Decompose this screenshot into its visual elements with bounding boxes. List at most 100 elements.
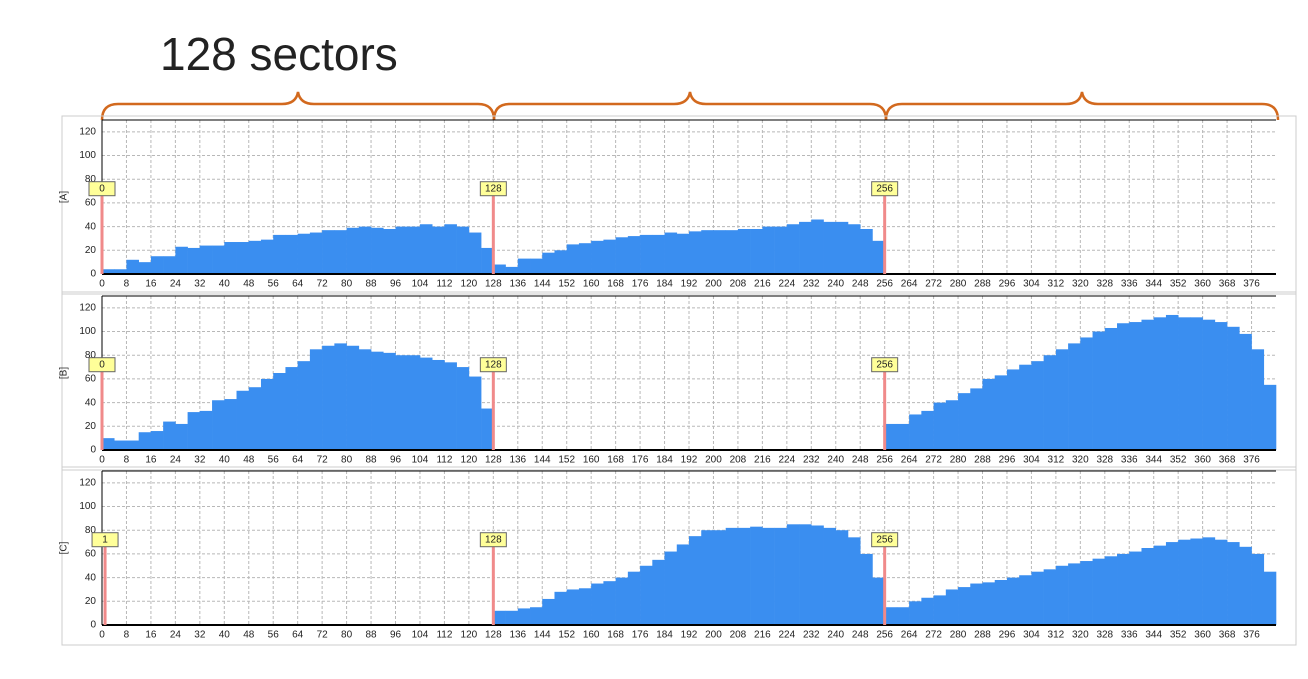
bar: [1068, 343, 1081, 450]
bar: [285, 234, 298, 274]
bar: [860, 553, 873, 625]
bar: [407, 226, 421, 274]
x-tick-label: 104: [412, 455, 429, 466]
x-tick-label: 176: [632, 630, 649, 641]
bar: [1006, 577, 1020, 625]
marker-box: [479, 357, 507, 373]
x-tick-label: 48: [243, 630, 255, 641]
bar: [1117, 323, 1130, 450]
bar: [847, 537, 861, 625]
bar: [163, 256, 176, 274]
bar: [872, 577, 885, 625]
x-tick-label: 296: [999, 279, 1016, 290]
x-tick-label: 128: [485, 279, 502, 290]
marker-label: 1: [102, 534, 108, 545]
y-tick-label: 60: [85, 198, 97, 209]
marker-label: 0: [99, 359, 105, 370]
bar: [664, 232, 678, 274]
bar: [933, 402, 947, 450]
x-tick-label: 128: [485, 630, 502, 641]
bar: [407, 355, 421, 450]
bar: [811, 219, 824, 274]
x-tick-label: 104: [412, 279, 429, 290]
x-tick-label: 256: [876, 630, 893, 641]
bar: [1227, 326, 1240, 450]
x-tick-label: 352: [1170, 630, 1187, 641]
bar: [126, 440, 139, 450]
x-tick-label: 56: [268, 455, 280, 466]
bar: [1141, 548, 1155, 625]
bar: [713, 230, 726, 274]
bar: [199, 410, 213, 450]
y-tick-label: 0: [90, 620, 96, 631]
marker-box: [479, 532, 507, 548]
x-tick-label: 192: [681, 455, 698, 466]
x-tick-label: 232: [803, 455, 820, 466]
x-tick-label: 120: [461, 455, 478, 466]
bar: [774, 527, 788, 625]
x-tick-label: 72: [317, 630, 329, 641]
x-tick-label: 240: [827, 455, 844, 466]
x-tick-label: 56: [268, 279, 280, 290]
title: 128 sectors: [160, 28, 398, 80]
x-tick-label: 136: [509, 630, 526, 641]
bar: [811, 525, 824, 625]
y-tick-label: 80: [85, 174, 97, 185]
y-tick-label: 60: [85, 374, 97, 385]
y-axis-label: [B]: [59, 367, 70, 379]
bar: [1214, 322, 1228, 450]
marker-box: [871, 181, 899, 197]
x-tick-label: 336: [1121, 455, 1138, 466]
bar: [1165, 314, 1179, 450]
bar: [566, 244, 580, 274]
bar: [835, 221, 849, 274]
y-tick-label: 80: [85, 525, 97, 536]
bar: [334, 230, 347, 274]
bar: [1178, 317, 1191, 450]
bar: [138, 262, 152, 274]
x-tick-label: 32: [194, 279, 206, 290]
x-tick-label: 136: [509, 279, 526, 290]
bar: [786, 524, 800, 625]
bar: [542, 598, 555, 625]
x-tick-label: 120: [461, 279, 478, 290]
bar: [652, 234, 665, 274]
marker-box: [88, 357, 116, 373]
bar: [212, 400, 225, 450]
bar: [640, 234, 653, 274]
x-tick-label: 288: [974, 630, 991, 641]
bar: [958, 587, 971, 625]
x-tick-label: 0: [99, 455, 105, 466]
bar: [799, 221, 812, 274]
bar: [199, 245, 213, 274]
bar: [1129, 322, 1142, 450]
x-tick-label: 136: [509, 455, 526, 466]
bar: [1104, 327, 1118, 450]
x-tick-label: 208: [730, 279, 747, 290]
x-tick-label: 344: [1145, 630, 1162, 641]
bar: [1153, 317, 1167, 450]
marker-label: 128: [485, 534, 502, 545]
bar: [725, 230, 739, 274]
x-tick-label: 56: [268, 630, 280, 641]
x-tick-label: 304: [1023, 455, 1040, 466]
bar: [297, 361, 311, 450]
bar: [1080, 561, 1093, 625]
x-tick-label: 240: [827, 630, 844, 641]
bar: [1068, 563, 1081, 625]
y-tick-label: 120: [79, 126, 96, 137]
x-tick-label: 0: [99, 279, 105, 290]
x-tick-label: 40: [219, 455, 231, 466]
bar: [847, 224, 861, 274]
x-tick-label: 160: [583, 279, 600, 290]
bar: [701, 530, 714, 625]
x-tick-label: 232: [803, 630, 820, 641]
x-tick-label: 144: [534, 455, 551, 466]
bar: [664, 551, 678, 625]
x-tick-label: 24: [170, 630, 182, 641]
x-tick-label: 280: [950, 279, 967, 290]
y-tick-label: 100: [79, 501, 96, 512]
bar: [150, 256, 164, 274]
y-tick-label: 60: [85, 549, 97, 560]
bar: [676, 544, 690, 625]
